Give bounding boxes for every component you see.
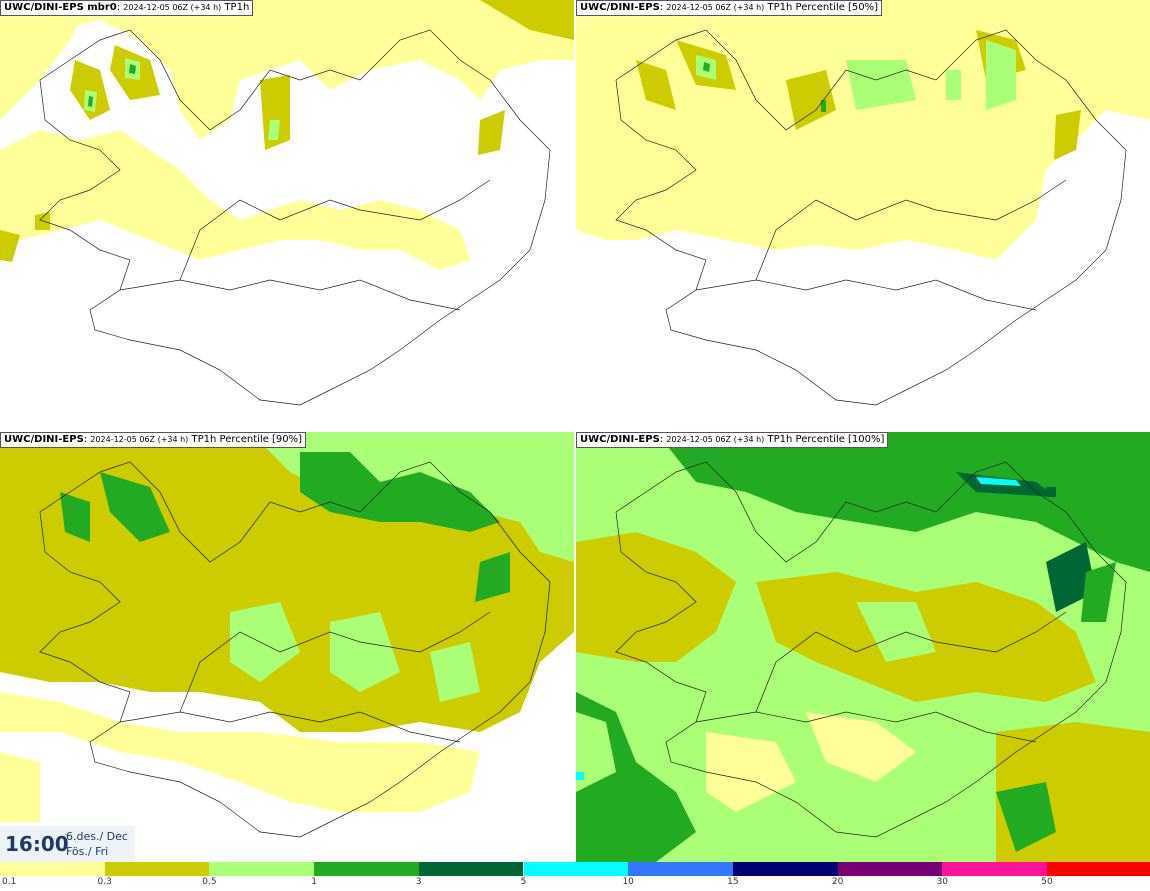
legend-swatch xyxy=(209,862,315,876)
panel-model: UWC/DINI-EPS xyxy=(580,434,660,445)
precip-map xyxy=(576,432,1150,862)
legend-swatch xyxy=(104,862,210,876)
legend-swatch xyxy=(0,862,105,876)
panel-model: UWC/DINI-EPS xyxy=(4,434,84,445)
panel-model: UWC/DINI-EPS mbr0 xyxy=(4,2,117,13)
map-panel-mbr0: UWC/DINI-EPS mbr0: 2024-12-05 06Z (+34 h… xyxy=(0,0,574,430)
legend-swatch xyxy=(837,862,943,876)
legend-swatch xyxy=(418,862,524,876)
legend-tick-label: 20 xyxy=(831,877,844,887)
panel-title: UWC/DINI-EPS: 2024-12-05 06Z (+34 h) TP1… xyxy=(576,0,883,16)
legend-tick-label: 15 xyxy=(727,877,739,887)
legend-swatch xyxy=(628,862,733,876)
map-panel-p100: UWC/DINI-EPS: 2024-12-05 06Z (+34 h) TP1… xyxy=(576,432,1150,862)
legend-tick-label: 1 xyxy=(311,877,317,887)
precip-map xyxy=(0,0,574,430)
valid-date: 6.des./ Dec xyxy=(66,830,128,843)
legend-swatch xyxy=(314,862,419,876)
valid-time-box: 16:00 6.des./ Dec Fös./ Fri xyxy=(0,826,135,862)
valid-weekday: Fös./ Fri xyxy=(66,845,109,858)
legend-swatch xyxy=(523,862,629,876)
valid-hour: 16:00 xyxy=(5,832,69,856)
panel-divider-horizontal xyxy=(0,430,1150,432)
panel-run: 2024-12-05 06Z (+34 h) xyxy=(666,435,765,444)
panel-field: TP1h Percentile [100%] xyxy=(767,434,885,445)
panel-field: TP1h Percentile [90%] xyxy=(191,434,303,445)
legend-tick-label: 0.1 xyxy=(2,877,17,887)
legend-tick-label: 5 xyxy=(520,877,527,887)
legend-swatch xyxy=(1047,862,1150,876)
legend-swatch xyxy=(732,862,838,876)
panel-field: TP1h Percentile [50%] xyxy=(767,2,879,13)
legend-swatch xyxy=(942,862,1047,876)
panel-field: TP1h xyxy=(224,2,250,13)
map-panel-p50: UWC/DINI-EPS: 2024-12-05 06Z (+34 h) TP1… xyxy=(576,0,1150,430)
legend-tick-label: 50 xyxy=(1041,877,1053,887)
panel-title: UWC/DINI-EPS: 2024-12-05 06Z (+34 h) TP1… xyxy=(576,432,889,448)
panel-model: UWC/DINI-EPS xyxy=(580,2,660,13)
panel-title: UWC/DINI-EPS mbr0: 2024-12-05 06Z (+34 h… xyxy=(0,0,254,16)
legend-tick-label: 3 xyxy=(415,877,422,887)
precip-map xyxy=(0,432,574,862)
legend-tick-label: 30 xyxy=(936,877,949,887)
legend-tick-label: 0.5 xyxy=(202,877,217,887)
legend-tick-label: 0.3 xyxy=(97,877,112,887)
map-panel-p90: UWC/DINI-EPS: 2024-12-05 06Z (+34 h) TP1… xyxy=(0,432,574,862)
panel-title: UWC/DINI-EPS: 2024-12-05 06Z (+34 h) TP1… xyxy=(0,432,307,448)
panel-run: 2024-12-05 06Z (+34 h) xyxy=(90,435,189,444)
legend-tick-label: 10 xyxy=(622,877,634,887)
color-legend: 0.1 0.3 0.5 1 3 5 10 15 20 30 50 xyxy=(0,862,1150,891)
precip-map xyxy=(576,0,1150,430)
panel-run: 2024-12-05 06Z (+34 h) xyxy=(123,3,222,12)
panel-run: 2024-12-05 06Z (+34 h) xyxy=(666,3,765,12)
